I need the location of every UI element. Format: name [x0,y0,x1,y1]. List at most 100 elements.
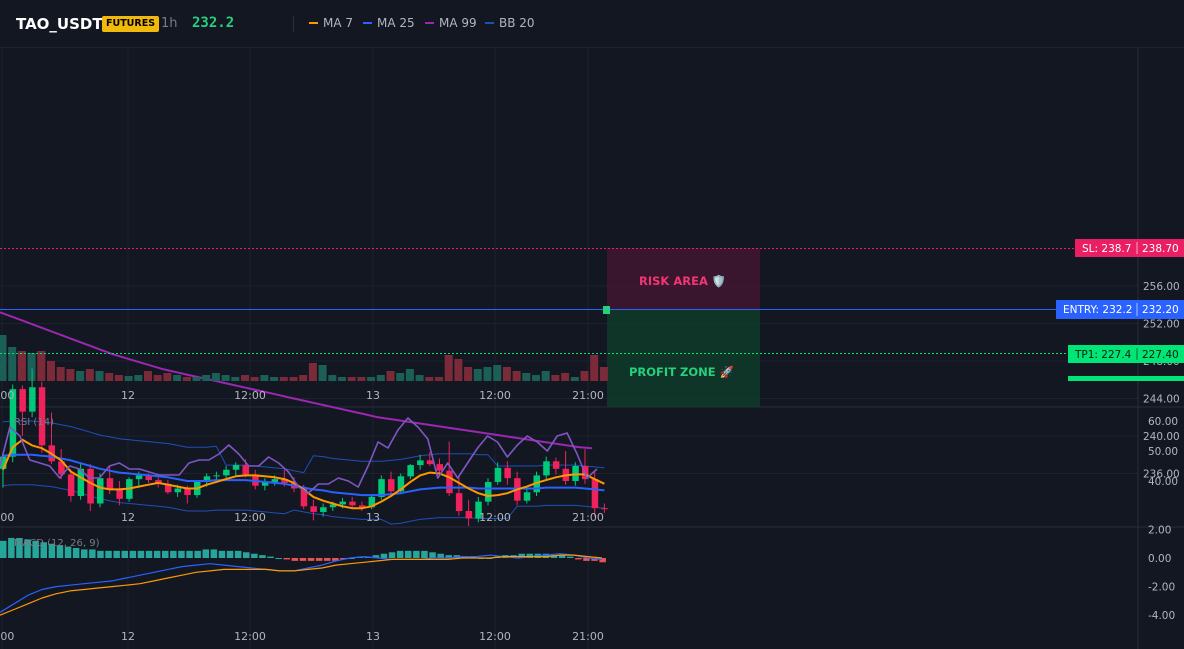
macd-hist-bar [299,558,307,561]
header-divider [293,16,294,32]
macd-hist-bar [32,540,39,558]
symbol-name[interactable]: TAO_USDT [16,15,103,33]
candle-body[interactable] [378,479,385,497]
candle-body[interactable] [329,504,337,508]
candle-body[interactable] [0,456,7,469]
candle-body[interactable] [455,493,463,511]
candle-body[interactable] [261,481,269,486]
candle-body[interactable] [475,501,482,519]
volume-bar [347,377,356,381]
macd-hist-bar [16,537,23,558]
candle-body[interactable] [145,475,153,481]
time-label: 2:00 [0,630,14,643]
candle-body[interactable] [184,488,191,496]
timeframe-label[interactable]: 1h [161,16,178,31]
volume-bar [318,365,327,381]
candle-body[interactable] [552,461,560,469]
candle-body[interactable] [106,478,114,490]
time-axis-main[interactable]: 2:00 12 12:00 13 12:00 21:00 [0,389,604,402]
ma99-line [0,311,593,450]
candle-body[interactable] [116,489,123,499]
candle-body[interactable] [504,467,511,479]
profit-zone[interactable] [607,310,760,407]
time-label: 21:00 [572,630,604,643]
candle-body[interactable] [203,476,211,482]
time-label: 2:00 [0,511,14,524]
candle-body[interactable] [97,478,104,504]
entry-tag [1056,300,1184,319]
candle-body[interactable] [339,501,347,505]
candle-body[interactable] [368,496,376,508]
candle-body[interactable] [407,465,414,477]
candle-body[interactable] [485,481,492,502]
candle-body[interactable] [242,465,250,475]
candle-body[interactable] [19,389,26,412]
candle-body[interactable] [223,469,230,476]
macd-hist-bar [599,558,606,563]
volume-bar [396,373,405,381]
volume-bar [532,375,540,381]
chart-area[interactable]: RISK AREA 🛡️ PROFIT ZONE 🚀 256.00 252.00 2… [0,48,1184,649]
candle-body[interactable] [601,508,608,510]
volume-bar [289,377,298,381]
volume-bar [37,351,46,381]
candle-body[interactable] [388,479,395,492]
legend-ma99[interactable]: MA 99 [425,16,477,30]
candle-body[interactable] [87,468,94,504]
candle-body[interactable] [29,387,36,412]
candle-body[interactable] [591,479,599,509]
macd-hist-bar [526,553,533,558]
macd-hist-bar [372,555,380,558]
signal-path [0,554,603,616]
macd-hist-bar [469,556,477,558]
macd-hist-bar [445,555,452,558]
candle-body[interactable] [436,464,444,471]
macd-hist-bar [575,558,582,560]
candle-body[interactable] [426,460,434,465]
candle-body[interactable] [494,467,502,482]
candle-body[interactable] [281,479,288,483]
candle-body[interactable] [320,507,327,512]
risk-zone[interactable] [607,248,760,310]
volume-bar [493,365,502,381]
candle-body[interactable] [67,474,75,496]
candle-body[interactable] [77,468,85,496]
macd-hist-bar [396,550,404,558]
volume-bar [95,371,104,381]
candle-body[interactable] [310,506,317,512]
candle-body[interactable] [9,389,17,457]
candle-body[interactable] [213,475,220,477]
macd-hist-bar [210,549,218,558]
legend-bb20[interactable]: BB 20 [485,16,535,30]
legend-ma7[interactable]: MA 7 [309,16,353,30]
volume-bar [502,367,511,381]
macd-hist-bar [332,558,339,561]
legend-ma25[interactable]: MA 25 [363,16,415,30]
candle-body[interactable] [446,470,453,494]
candle-body[interactable] [465,511,473,519]
time-label: 12 [121,511,135,524]
candle-body[interactable] [523,492,531,501]
macd-hist-bar [437,553,444,558]
candle-body[interactable] [135,475,143,480]
candle-body[interactable] [300,488,308,507]
candle-body[interactable] [358,505,366,508]
macd-hist-bar [162,550,169,558]
macd-hist-bar [113,550,120,558]
candle-body[interactable] [174,488,182,493]
candle-body[interactable] [271,479,279,482]
candle-body[interactable] [349,501,356,506]
last-price-marker [603,306,610,314]
candle-body[interactable] [543,461,550,476]
volume-bar [47,361,55,381]
candle-body[interactable] [417,460,424,466]
candle-body[interactable] [397,476,405,492]
macd-hist-bar [324,558,331,561]
candle-body[interactable] [38,387,46,446]
candle-body[interactable] [164,483,172,493]
candle-body[interactable] [58,461,65,475]
candle-body[interactable] [232,465,240,470]
volume-bar [270,377,279,381]
macd-hist-bar [405,550,412,558]
volume-bar [425,377,434,381]
